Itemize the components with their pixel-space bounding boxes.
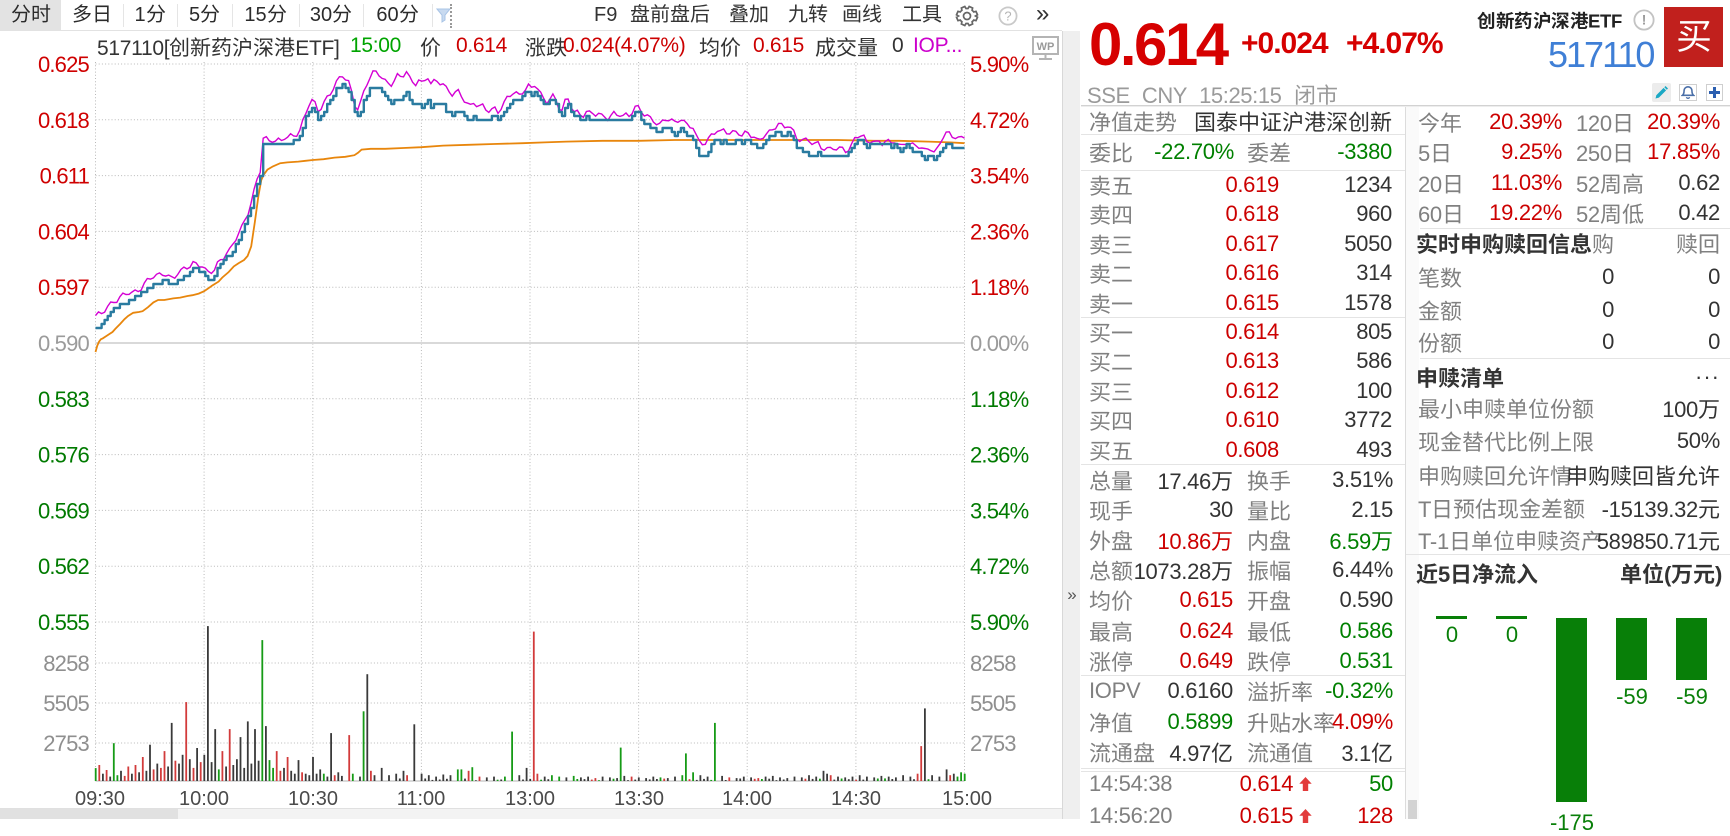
svg-text:14:00: 14:00 — [722, 788, 772, 810]
svg-text:5505: 5505 — [43, 691, 89, 716]
svg-text:0.00%: 0.00% — [970, 331, 1029, 356]
svg-text:0.583: 0.583 — [38, 387, 90, 412]
svg-text:2.36%: 2.36% — [970, 443, 1029, 468]
svg-text:14:30: 14:30 — [831, 788, 881, 810]
svg-text:10:00: 10:00 — [179, 788, 229, 810]
svg-text:2753: 2753 — [43, 731, 89, 756]
svg-text:1.18%: 1.18% — [970, 275, 1029, 300]
svg-text:0.555: 0.555 — [38, 610, 90, 635]
svg-text:1.18%: 1.18% — [970, 387, 1029, 412]
svg-text:0.590: 0.590 — [38, 331, 90, 356]
svg-text:5.90%: 5.90% — [970, 610, 1029, 635]
svg-text:10:30: 10:30 — [288, 788, 338, 810]
svg-text:5505: 5505 — [970, 691, 1016, 716]
svg-text:0.618: 0.618 — [38, 108, 90, 133]
svg-text:0.562: 0.562 — [38, 554, 90, 579]
svg-text:0.576: 0.576 — [38, 443, 90, 468]
svg-text:WP: WP — [1037, 41, 1055, 53]
svg-text:3.54%: 3.54% — [970, 164, 1029, 189]
svg-text:2753: 2753 — [970, 731, 1016, 756]
svg-text:0.597: 0.597 — [38, 275, 90, 300]
svg-text:8258: 8258 — [970, 651, 1016, 676]
svg-text:0.625: 0.625 — [38, 52, 90, 77]
svg-text:4.72%: 4.72% — [970, 554, 1029, 579]
svg-text:15:00: 15:00 — [942, 788, 992, 810]
svg-text:0.611: 0.611 — [40, 164, 90, 189]
svg-text:09:30: 09:30 — [75, 788, 125, 810]
svg-text:13:00: 13:00 — [505, 788, 555, 810]
svg-text:3.54%: 3.54% — [970, 498, 1029, 523]
svg-text:5.90%: 5.90% — [970, 52, 1029, 77]
svg-text:4.72%: 4.72% — [970, 108, 1029, 133]
svg-text:8258: 8258 — [43, 651, 89, 676]
svg-text:0.569: 0.569 — [38, 498, 90, 523]
svg-text:13:30: 13:30 — [614, 788, 664, 810]
svg-text:!: ! — [1642, 13, 1647, 28]
svg-text:0.604: 0.604 — [38, 219, 90, 244]
svg-text:11:00: 11:00 — [397, 788, 446, 810]
svg-text:2.36%: 2.36% — [970, 219, 1029, 244]
svg-text:?: ? — [1004, 9, 1011, 24]
